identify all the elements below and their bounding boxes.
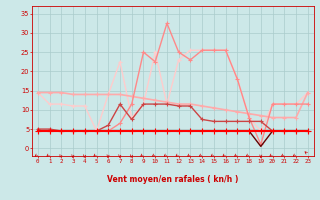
X-axis label: Vent moyen/en rafales ( kn/h ): Vent moyen/en rafales ( kn/h ) xyxy=(107,175,238,184)
